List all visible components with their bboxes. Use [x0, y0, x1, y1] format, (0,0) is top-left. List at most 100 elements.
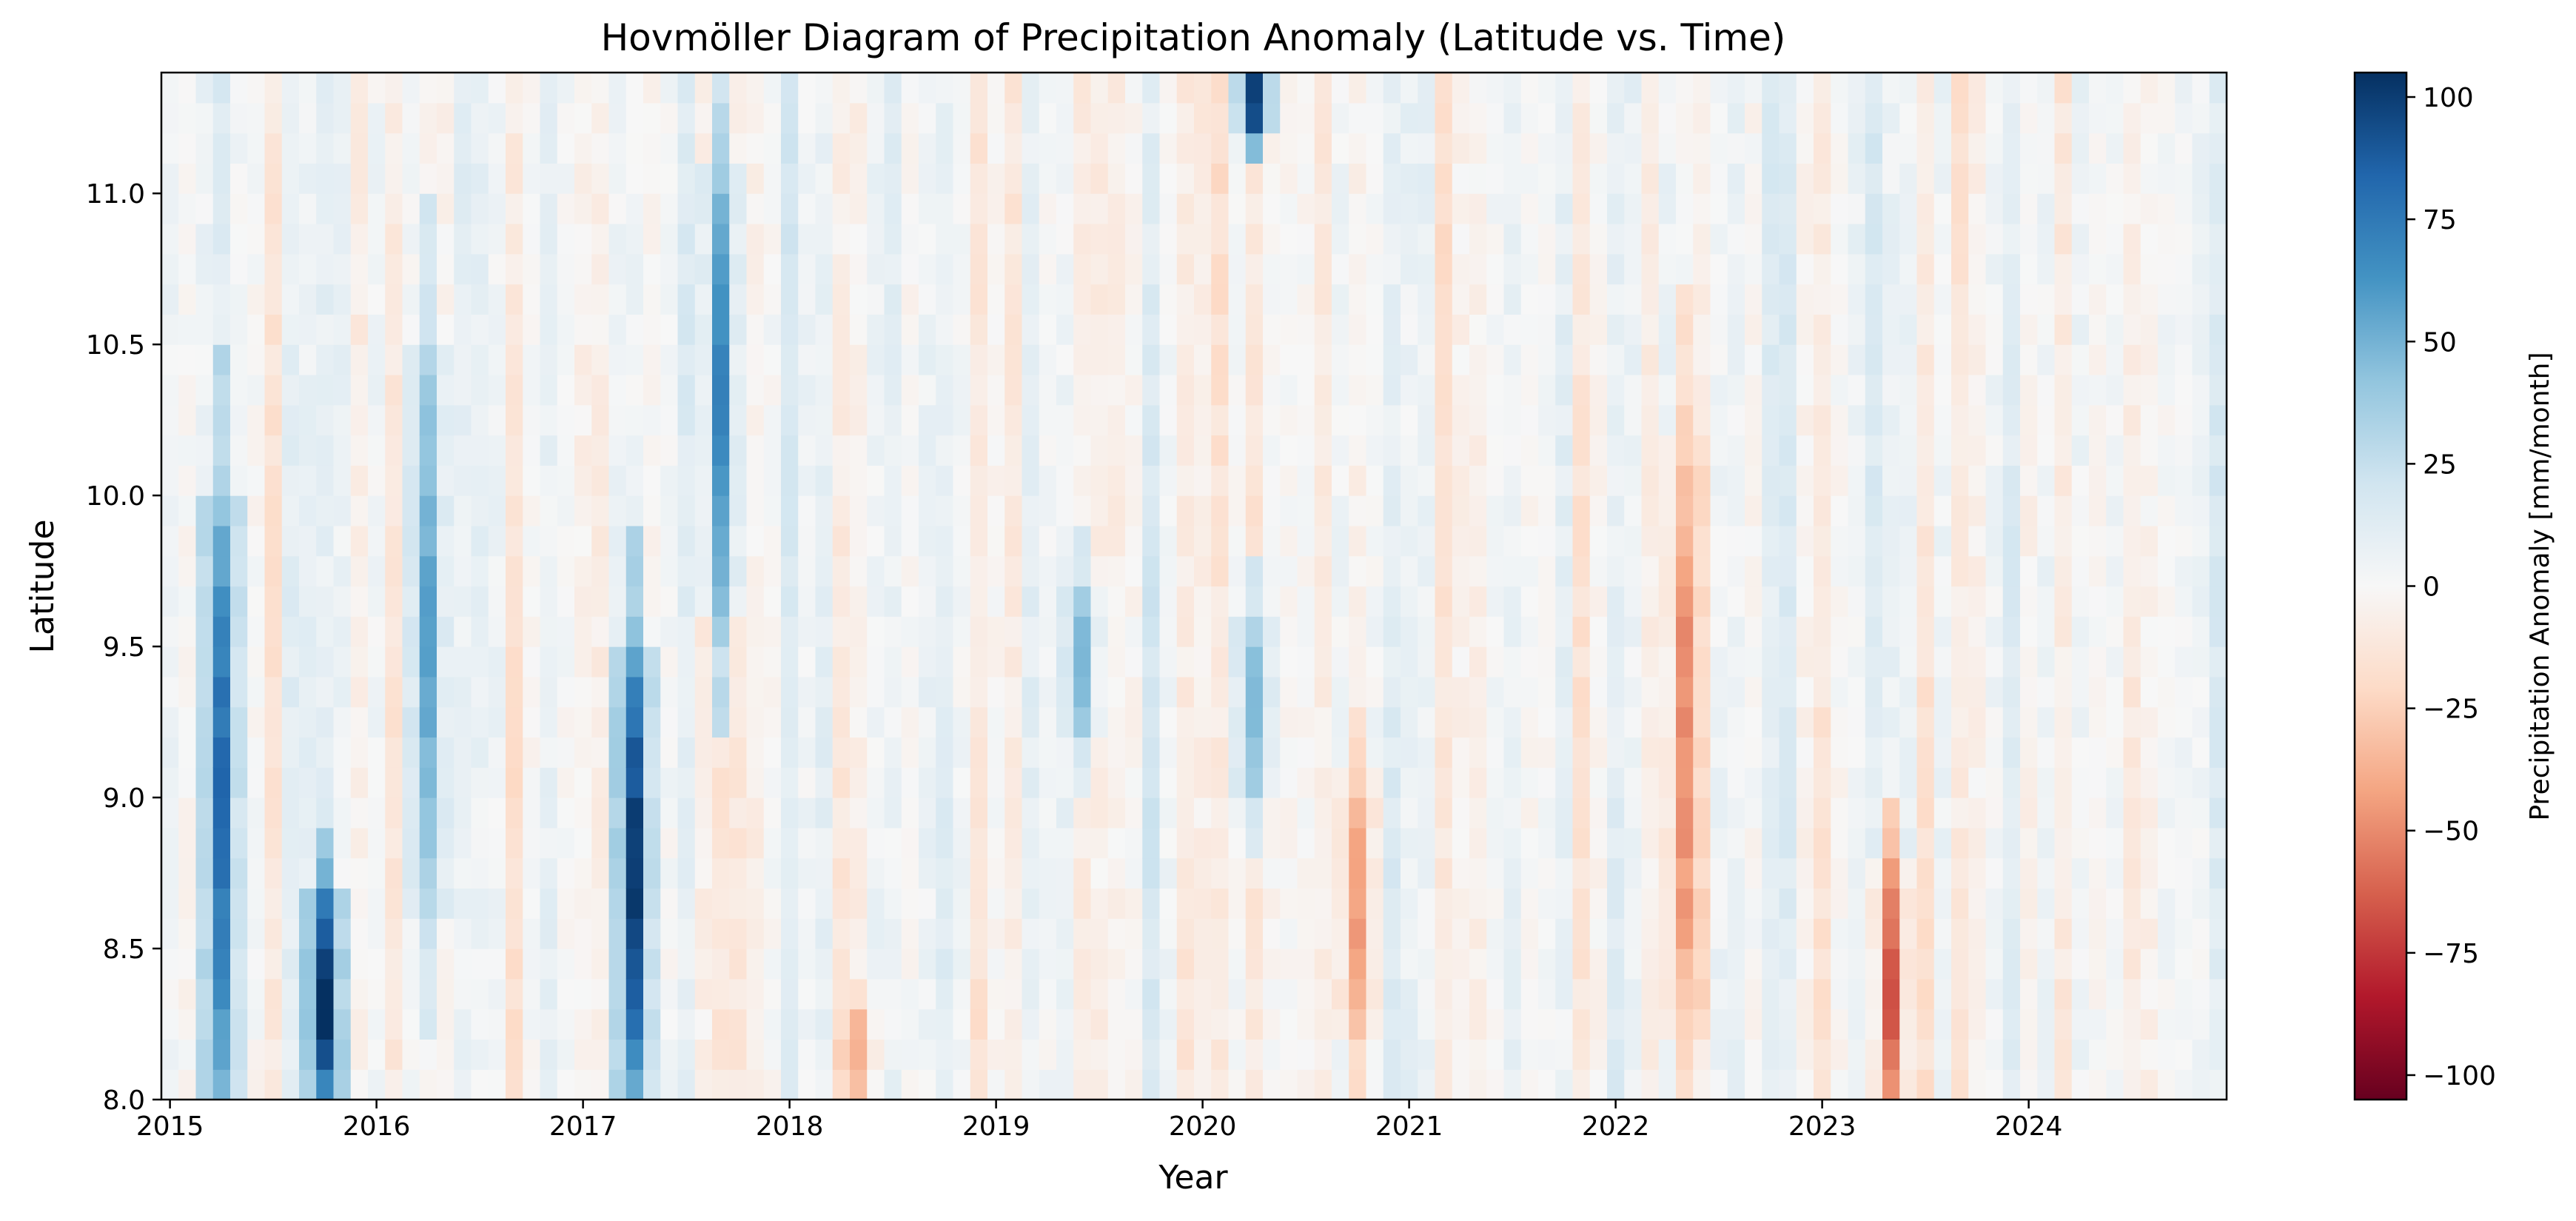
- heatmap-cell: [591, 978, 610, 1010]
- heatmap-cell: [385, 706, 403, 738]
- heatmap-cell: [471, 253, 489, 285]
- heatmap-cell: [1452, 949, 1470, 980]
- heatmap-cell: [299, 223, 317, 255]
- heatmap-cell: [1452, 797, 1470, 829]
- heatmap-cell: [368, 73, 386, 104]
- heatmap-cell: [2002, 949, 2021, 980]
- heatmap-cell: [1538, 344, 1556, 375]
- heatmap-cell: [1176, 163, 1195, 194]
- heatmap-cell: [625, 374, 644, 406]
- heatmap-cell: [1641, 73, 1660, 104]
- heatmap-cell: [1676, 616, 1694, 647]
- heatmap-cell: [815, 253, 833, 285]
- heatmap-cell: [1125, 253, 1143, 285]
- heatmap-cell: [919, 888, 936, 919]
- heatmap-cell: [471, 616, 489, 647]
- heatmap-cell: [1090, 767, 1109, 798]
- heatmap-cell: [1865, 525, 1883, 557]
- heatmap-cell: [694, 193, 713, 224]
- heatmap-cell: [1056, 253, 1074, 285]
- heatmap-cell: [419, 616, 437, 647]
- heatmap-cell: [385, 465, 403, 496]
- heatmap-cell: [437, 193, 455, 224]
- heatmap-cell: [729, 918, 748, 949]
- heatmap-cell: [2175, 344, 2193, 375]
- heatmap-cell: [299, 193, 317, 224]
- heatmap-cell: [1762, 767, 1780, 798]
- heatmap-cell: [1882, 706, 1900, 738]
- heatmap-cell: [1503, 1039, 1522, 1070]
- heatmap-cell: [2158, 314, 2176, 345]
- heatmap-cell: [2175, 73, 2193, 104]
- heatmap-cell: [694, 857, 713, 889]
- heatmap-cell: [867, 1008, 885, 1040]
- heatmap-cell: [608, 797, 627, 829]
- heatmap-cell: [1366, 737, 1384, 768]
- heatmap-cell: [574, 978, 592, 1010]
- heatmap-cell: [247, 706, 266, 738]
- heatmap-cell: [1280, 73, 1298, 104]
- heatmap-cell: [523, 465, 541, 496]
- heatmap-cell: [591, 586, 610, 617]
- heatmap-cell: [1520, 223, 1539, 255]
- heatmap-cell: [1159, 102, 1178, 134]
- heatmap-cell: [1332, 344, 1349, 375]
- heatmap-cell: [660, 949, 679, 980]
- heatmap-cell: [178, 314, 197, 345]
- heatmap-cell: [574, 555, 592, 587]
- heatmap-cell: [402, 1008, 420, 1040]
- heatmap-cell: [230, 495, 248, 526]
- heatmap-cell: [1211, 827, 1230, 859]
- heatmap-cell: [1641, 706, 1660, 738]
- heatmap-cell: [677, 555, 696, 587]
- heatmap-cell: [247, 827, 266, 859]
- heatmap-cell: [1349, 344, 1367, 375]
- heatmap-cell: [677, 253, 696, 285]
- heatmap-cell: [523, 1008, 541, 1040]
- heatmap-cell: [953, 314, 971, 345]
- heatmap-cell: [230, 586, 248, 617]
- heatmap-cell: [1848, 344, 1866, 375]
- heatmap-cell: [625, 465, 644, 496]
- heatmap-cell: [2020, 223, 2038, 255]
- heatmap-cell: [161, 525, 179, 557]
- heatmap-cell: [832, 646, 851, 678]
- heatmap-cell: [2175, 435, 2193, 466]
- heatmap-cell: [1332, 374, 1349, 406]
- heatmap-cell: [1452, 465, 1470, 496]
- heatmap-cell: [987, 737, 1005, 768]
- heatmap-cell: [1022, 193, 1040, 224]
- heatmap-cell: [832, 465, 851, 496]
- heatmap-cell: [161, 253, 179, 285]
- heatmap-cell: [694, 253, 713, 285]
- heatmap-cell: [1727, 314, 1745, 345]
- heatmap-cell: [763, 706, 782, 738]
- heatmap-cell: [1831, 253, 1849, 285]
- heatmap-cell: [1159, 1069, 1178, 1100]
- heatmap-cell: [694, 314, 713, 345]
- heatmap-cell: [1142, 525, 1161, 557]
- heatmap-cell: [350, 616, 369, 647]
- heatmap-cell: [1658, 284, 1677, 315]
- heatmap-cell: [643, 133, 661, 164]
- heatmap-cell: [1280, 767, 1298, 798]
- heatmap-cell: [1572, 857, 1591, 889]
- heatmap-cell: [1159, 646, 1178, 678]
- heatmap-cell: [1520, 404, 1539, 436]
- heatmap-cell: [1899, 1069, 1918, 1100]
- heatmap-cell: [1624, 193, 1643, 224]
- heatmap-cell: [712, 374, 730, 406]
- heatmap-cell: [2192, 1008, 2210, 1040]
- heatmap-cell: [385, 102, 403, 134]
- heatmap-cell: [850, 857, 868, 889]
- heatmap-cell: [1727, 223, 1745, 255]
- heatmap-cell: [1142, 586, 1161, 617]
- heatmap-cell: [2140, 586, 2159, 617]
- heatmap-cell: [1194, 435, 1212, 466]
- heatmap-cell: [488, 1008, 506, 1040]
- heatmap-cell: [1658, 435, 1677, 466]
- heatmap-cell: [1245, 616, 1264, 647]
- heatmap-cell: [1520, 314, 1539, 345]
- heatmap-cell: [2037, 857, 2056, 889]
